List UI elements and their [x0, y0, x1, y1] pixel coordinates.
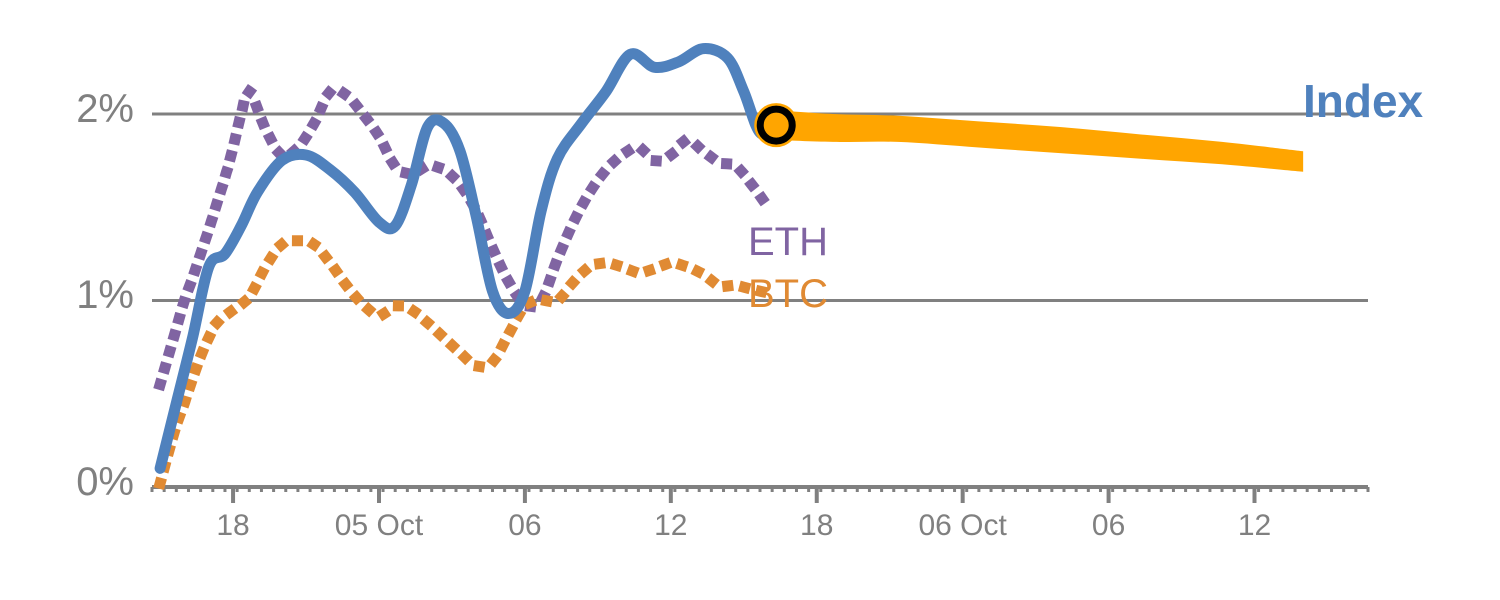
current-point-marker[interactable] — [756, 105, 796, 145]
x-axis-label-0: 18 — [216, 509, 250, 542]
y-axis-tick-1: 1% — [76, 273, 134, 318]
x-axis-label-7: 12 — [1237, 509, 1272, 542]
x-axis-label-4: 18 — [800, 509, 834, 542]
x-axis-label-2: 06 — [508, 509, 542, 542]
series-band-index-forecast-band — [776, 110, 1304, 172]
series-label-index: Index — [1303, 75, 1424, 127]
series-line-eth — [153, 84, 776, 392]
x-axis-label-5: 06 Oct — [918, 509, 1007, 542]
x-axis-label-3: 12 — [654, 509, 688, 542]
x-axis-label-6: 06 — [1091, 509, 1126, 542]
y-axis-tick-2: 2% — [76, 86, 134, 131]
series-label-btc: BTC — [748, 272, 828, 316]
y-axis-tick-0: 0% — [76, 460, 134, 504]
series-line-btc — [153, 235, 775, 491]
series-label-eth: ETH — [748, 220, 828, 264]
x-axis-label-1: 05 Oct — [334, 509, 424, 542]
series-line-index — [154, 43, 782, 474]
